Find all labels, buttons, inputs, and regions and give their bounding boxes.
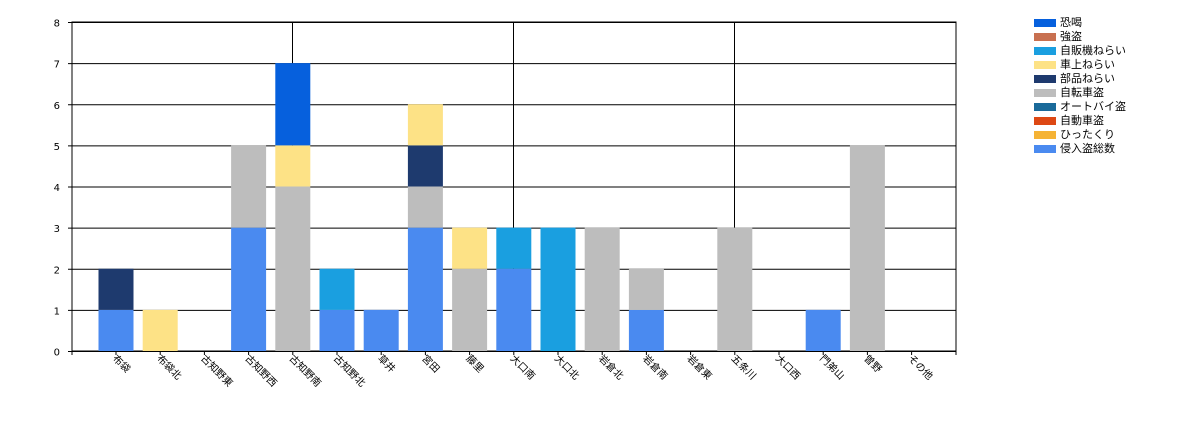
- bar-segment: [407, 104, 443, 146]
- y-tick-label: 1: [54, 306, 60, 317]
- legend-label: 自販機ねらい: [1060, 44, 1126, 57]
- x-tick-label: 草井: [375, 352, 398, 375]
- legend-swatch: [1034, 61, 1056, 69]
- legend-label: 車上ねらい: [1060, 58, 1115, 71]
- bar-segment: [496, 227, 532, 269]
- legend-label: 侵入盗総数: [1060, 142, 1115, 155]
- x-tick-label: 古知野西: [242, 352, 279, 389]
- bar-segment: [452, 227, 488, 269]
- bar-segment: [407, 186, 443, 228]
- legend-label: 自動車盗: [1060, 114, 1104, 127]
- legend-item: 強盗: [1034, 30, 1126, 44]
- legend-swatch: [1034, 33, 1056, 41]
- bar-segment: [319, 268, 355, 310]
- bar-segment: [319, 309, 355, 351]
- legend-item: 車上ねらい: [1034, 58, 1126, 72]
- legend-item: 部品ねらい: [1034, 72, 1126, 86]
- bar-segment: [98, 309, 134, 351]
- x-tick-label: 曽野: [861, 352, 884, 375]
- legend-label: 恐喝: [1060, 16, 1082, 29]
- y-tick-label: 5: [54, 142, 60, 153]
- y-tick-label: 2: [54, 265, 60, 276]
- bar-segment: [275, 186, 311, 351]
- legend-swatch: [1034, 47, 1056, 55]
- x-tick-label: 五条川: [729, 352, 759, 382]
- legend-label: 部品ねらい: [1060, 72, 1115, 85]
- x-tick-label: 古知野北: [331, 352, 368, 389]
- x-tick-label: 岩倉南: [640, 352, 670, 382]
- legend-item: ひったくり: [1034, 128, 1126, 142]
- y-tick-label: 7: [54, 60, 60, 71]
- legend-item: 侵入盗総数: [1034, 142, 1126, 156]
- legend-label: オートバイ盗: [1060, 100, 1126, 113]
- bar-segment: [407, 145, 443, 187]
- bar-segment: [628, 309, 664, 351]
- legend-swatch: [1034, 89, 1056, 97]
- x-tick-label: 岩倉北: [596, 352, 626, 382]
- bar-segment: [584, 227, 620, 351]
- legend-label: 自転車盗: [1060, 86, 1104, 99]
- x-tick-label: 古知野南: [287, 352, 324, 389]
- legend-label: ひったくり: [1060, 128, 1115, 141]
- x-tick-label: 岩倉東: [684, 352, 714, 382]
- legend-item: 自販機ねらい: [1034, 44, 1126, 58]
- y-tick-label: 3: [54, 224, 60, 235]
- bar-segment: [275, 63, 311, 146]
- x-tick-label: 宮田: [419, 352, 442, 375]
- bar-segment: [98, 268, 134, 310]
- bar-segment: [231, 227, 267, 351]
- legend-swatch: [1034, 117, 1056, 125]
- legend-swatch: [1034, 103, 1056, 111]
- x-tick-label: 布袋北: [154, 352, 184, 382]
- bar-segment: [717, 227, 753, 351]
- bar-segment: [275, 145, 311, 187]
- bar-segment: [628, 268, 664, 310]
- bar-segment: [363, 309, 399, 351]
- legend-item: 恐喝: [1034, 16, 1126, 30]
- bar-segment: [407, 227, 443, 351]
- bar-segment: [540, 227, 576, 351]
- x-tick-label: 大口西: [773, 352, 803, 382]
- y-tick-label: 8: [54, 19, 60, 30]
- legend-swatch: [1034, 75, 1056, 83]
- x-tick-label: 大口南: [508, 352, 538, 382]
- legend-item: オートバイ盗: [1034, 100, 1126, 114]
- x-tick-label: 門弟山: [817, 353, 847, 383]
- bar-segment: [452, 268, 488, 351]
- bar-segment: [231, 145, 267, 228]
- bar-segment: [496, 268, 532, 351]
- y-tick-label: 4: [54, 183, 60, 194]
- bars-layer: [98, 63, 885, 351]
- legend-swatch: [1034, 145, 1056, 153]
- x-tick-label: 大口北: [552, 352, 582, 382]
- x-tick-label: 藤里: [463, 353, 486, 376]
- legend-swatch: [1034, 131, 1056, 139]
- x-tick-label: その他: [905, 352, 935, 382]
- legend-item: 自動車盗: [1034, 114, 1126, 128]
- bar-segment: [805, 309, 841, 351]
- x-tick-label: 古知野東: [198, 352, 235, 389]
- x-tick-label: 布袋: [110, 352, 133, 375]
- y-tick-label: 6: [54, 101, 60, 112]
- legend-swatch: [1034, 19, 1056, 27]
- chart-legend: 恐喝 強盗 自販機ねらい 車上ねらい 部品ねらい 自転車盗 オートバイ盗 自動車盗 ひったくり侵…: [1034, 16, 1126, 156]
- bar-segment: [849, 145, 885, 351]
- legend-item: 自転車盗: [1034, 86, 1126, 100]
- legend-label: 強盗: [1060, 30, 1082, 43]
- bar-segment: [142, 309, 178, 351]
- y-tick-label: 0: [54, 348, 60, 359]
